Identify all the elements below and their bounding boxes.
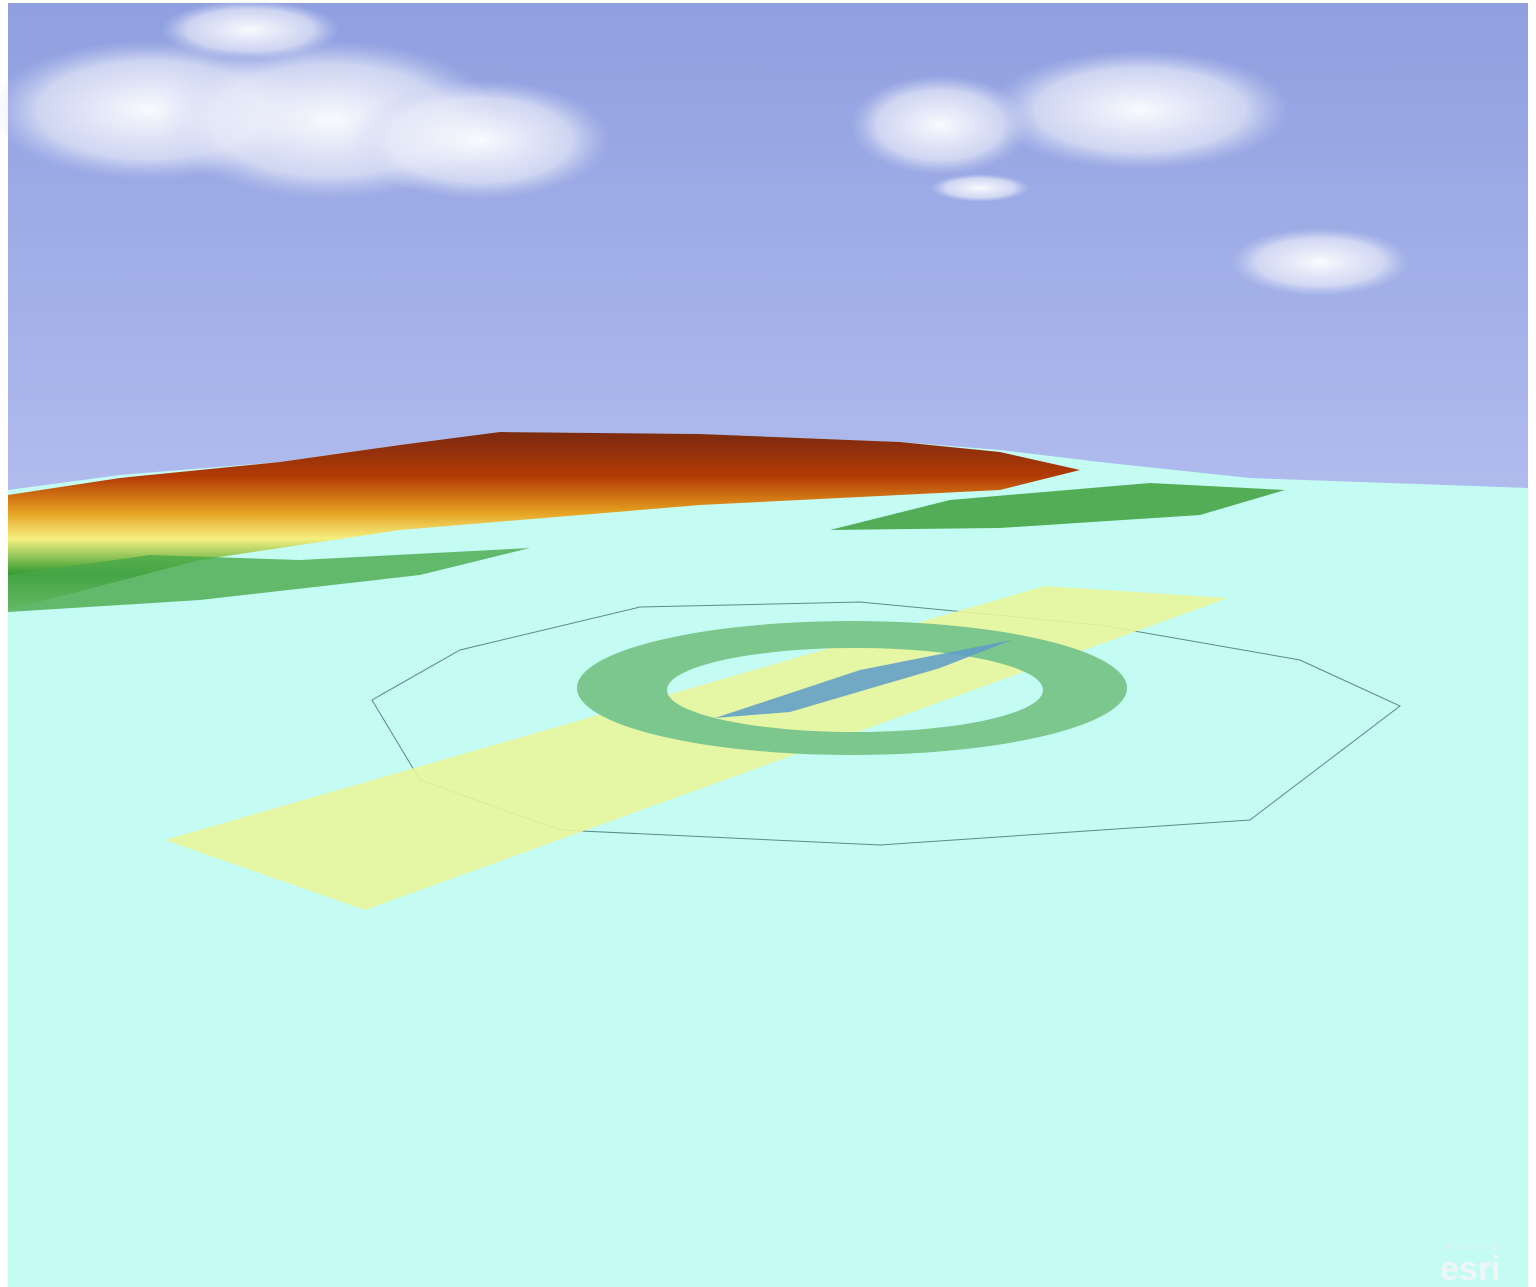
- esri-logo: esri: [1440, 1250, 1501, 1287]
- terrain-foothills: [8, 548, 530, 612]
- terrain-ridge: [8, 432, 1080, 610]
- powered-by: POWERED BY: [1444, 1243, 1503, 1252]
- approach-surface: [715, 640, 1012, 718]
- clouds: [0, 0, 1410, 296]
- terrain-hills: [830, 483, 1285, 530]
- runway-zone: [165, 586, 1228, 910]
- ring-zone: [577, 621, 1127, 755]
- ground: [8, 432, 1528, 1287]
